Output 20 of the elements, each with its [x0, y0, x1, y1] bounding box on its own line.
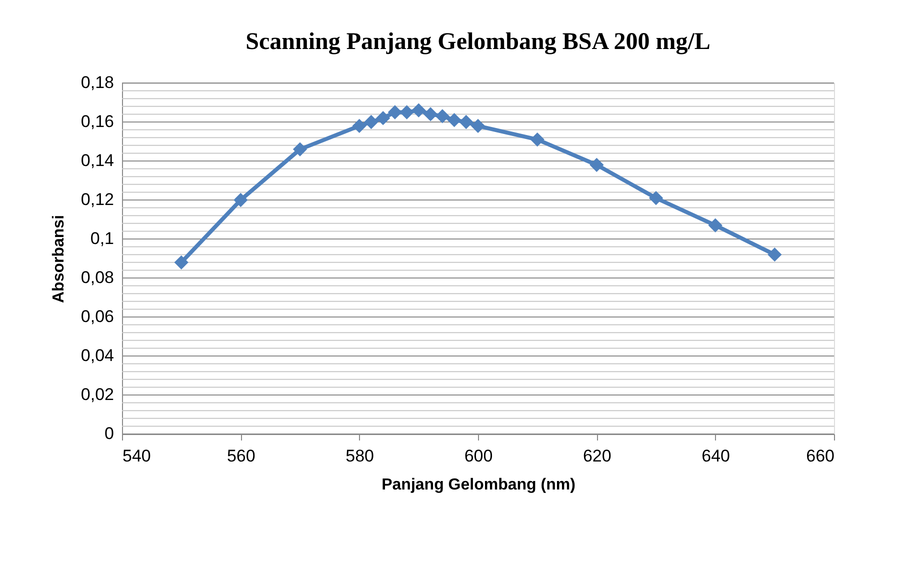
x-tick-label: 640 — [702, 446, 730, 466]
x-axis-title: Panjang Gelombang (nm) — [382, 476, 576, 494]
y-tick-label: 0 — [104, 424, 114, 443]
y-tick-label: 0,14 — [80, 151, 114, 170]
x-tick-label: 660 — [806, 446, 834, 466]
y-tick-label: 0,06 — [80, 307, 114, 326]
x-tick-label: 600 — [464, 446, 493, 466]
y-tick-label: 0,16 — [80, 112, 114, 131]
x-tick-label: 560 — [226, 446, 256, 466]
x-tick-label: 620 — [582, 446, 612, 466]
x-tick-label: 540 — [122, 446, 151, 466]
y-tick-label: 0,12 — [80, 190, 114, 209]
y-tick-label: 0,04 — [80, 346, 114, 365]
y-tick-label: 0,18 — [80, 73, 114, 92]
chart-title: Scanning Panjang Gelombang BSA 200 mg/L — [246, 29, 710, 55]
y-axis-title: Absorbansi — [50, 214, 68, 304]
y-tick-label: 0,1 — [90, 229, 114, 248]
x-tick-label: 580 — [346, 446, 374, 466]
y-tick-label: 0,02 — [80, 385, 114, 404]
y-tick-label: 0,08 — [80, 268, 114, 287]
